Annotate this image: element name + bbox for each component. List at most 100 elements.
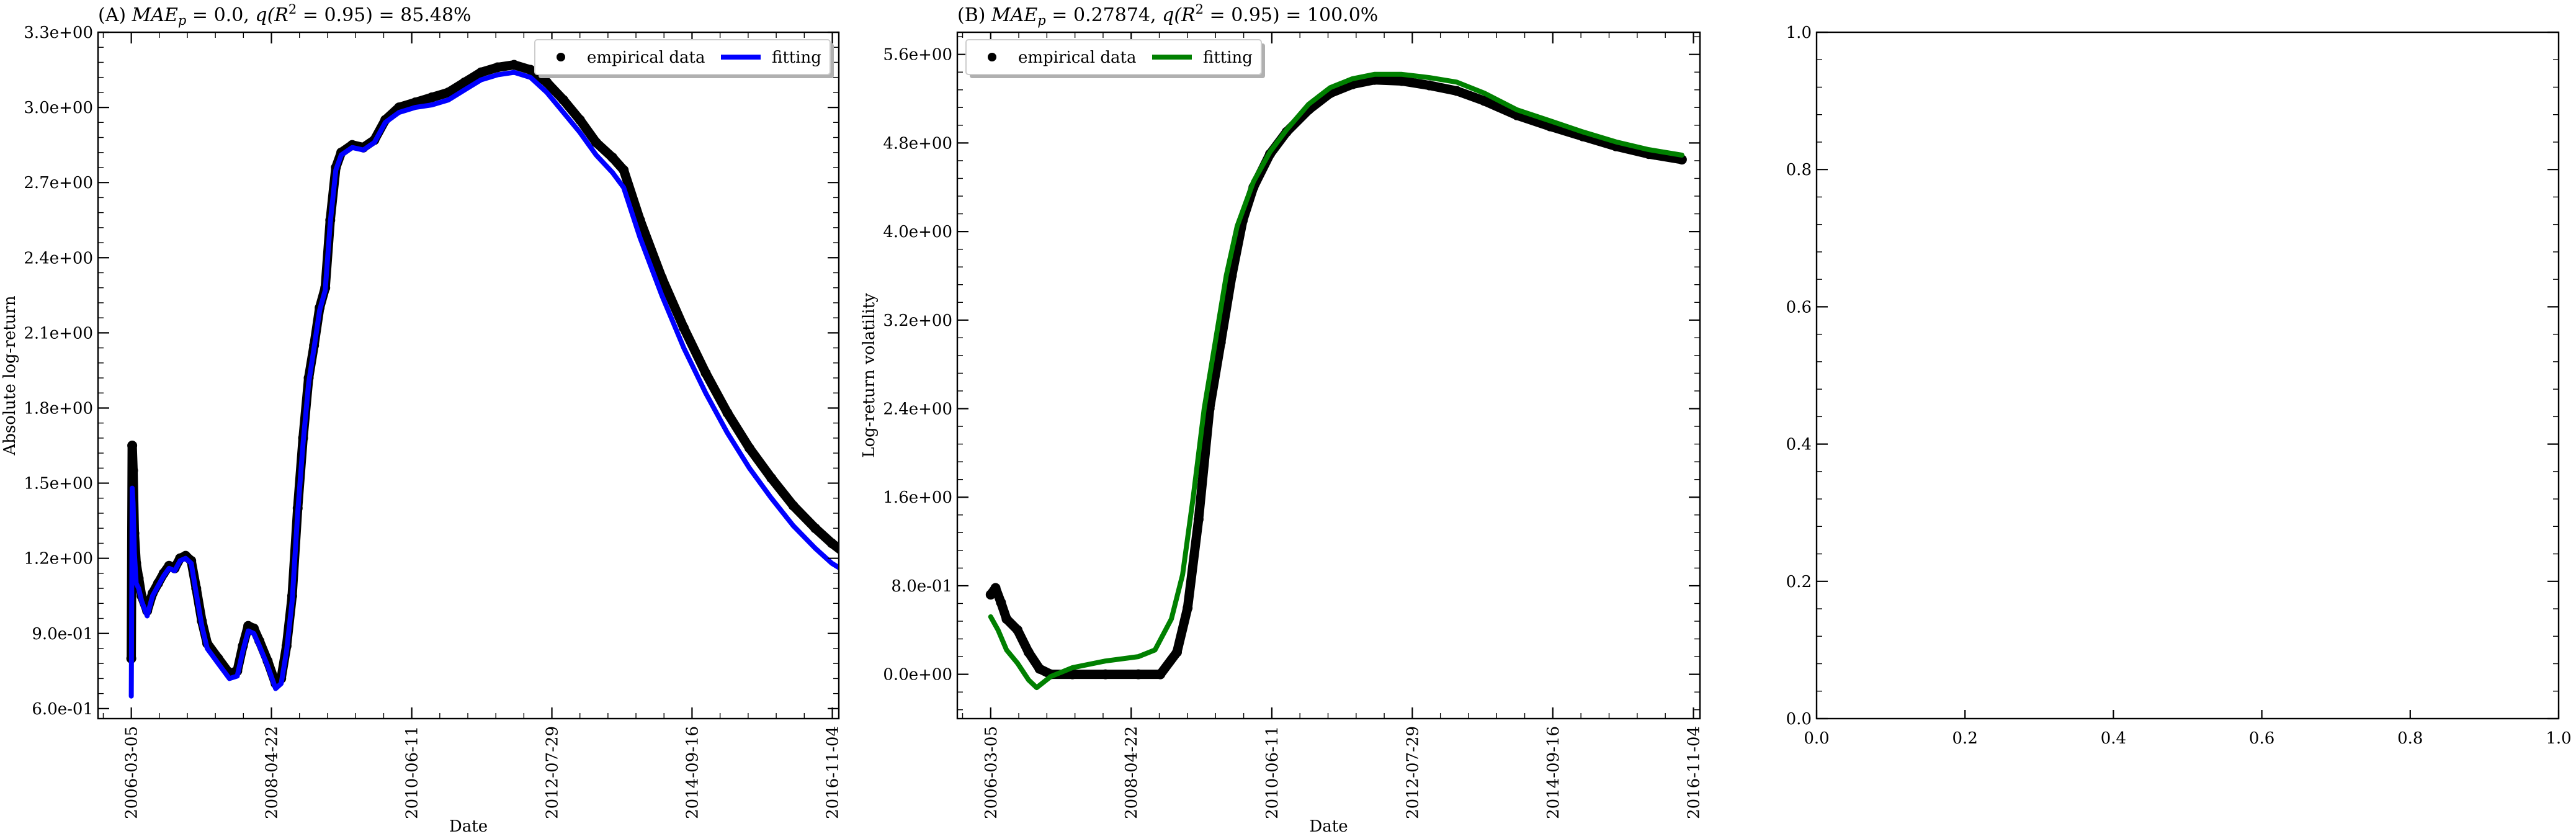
data-point (700, 368, 711, 378)
legend-label: fitting (1203, 48, 1253, 67)
chart-panel-a: 6.0e-01 9.0e-01 1.2e+00 1.5e+00 1.8e+00 2.1e+… (1, 24, 843, 836)
y-tick-label: 2.7e+00 (24, 174, 93, 192)
data-point (1155, 669, 1166, 680)
y-tick-label: 4.0e+00 (883, 223, 952, 241)
data-point (1369, 74, 1380, 85)
y-tick-label: 1.0 (1786, 24, 1812, 42)
title-prefix: (B) (957, 4, 991, 26)
data-point (990, 583, 1001, 593)
legend-marker-dot (557, 53, 565, 61)
chart-panel-c: 0.0 0.2 0.4 0.6 0.8 1.0 0.0 0.2 0.4 0.6 0.8 1.0 (1786, 24, 2572, 748)
y-tick-label: 2.4e+00 (24, 249, 93, 267)
data-point (459, 77, 470, 87)
x-tick-label: 2008-04-22 (1122, 726, 1141, 819)
data-point (1183, 603, 1193, 613)
chart-title: (B) MAEp = 0.27874, q(R2 = 0.95) = 100.0… (957, 2, 1378, 28)
x-tick-label: 2012-07-29 (1403, 726, 1422, 819)
x-tick-label: 0.6 (2249, 729, 2274, 748)
y-tick-label: 2.1e+00 (24, 324, 93, 343)
title-r2-close: = 0.95) = 100.0% (1204, 4, 1378, 26)
data-point (575, 115, 585, 125)
x-tick-label: 0.0 (1804, 729, 1829, 748)
y-tick-label: 6.0e-01 (32, 700, 93, 719)
x-tick-label: 2014-09-16 (1544, 726, 1563, 819)
x-tick-label: 0.8 (2397, 729, 2423, 748)
data-point (127, 441, 138, 451)
y-axis-label: Log-return volatility (860, 293, 879, 458)
x-tick-label: 0.4 (2101, 729, 2126, 748)
plot-frame (1815, 31, 2560, 720)
x-tick-label: 2016-11-04 (1685, 726, 1704, 819)
data-point (1133, 669, 1143, 680)
y-tick-label: 0.0 (1786, 710, 1812, 729)
data-point (766, 473, 777, 483)
x-tick-label: 0.2 (1952, 729, 1978, 748)
data-point (619, 165, 629, 175)
data-point (509, 60, 519, 70)
y-tick-label: 1.2e+00 (24, 550, 93, 568)
title-q-symbol: q (1162, 4, 1174, 26)
data-point (656, 272, 667, 283)
data-point (1397, 76, 1407, 86)
data-point (525, 65, 535, 75)
title-mae-subscript: p (1037, 13, 1045, 28)
data-point (1451, 86, 1462, 96)
chart-title: (A) MAEp = 0.0, q(R2 = 0.95) = 85.48% (98, 2, 472, 28)
plot-frame (97, 31, 840, 720)
chart-panel-b: 0.0e+00 8.0e-01 1.6e+00 2.4e+00 3.2e+00 4.0e+… (860, 31, 1704, 836)
series-line-fitting (128, 70, 839, 699)
x-tick-label: 2014-09-16 (683, 726, 702, 819)
y-tick-label: 0.8 (1786, 161, 1812, 179)
y-axis-label: Absolute log-return (1, 295, 19, 455)
data-point (591, 137, 601, 148)
plot-area (985, 71, 1687, 691)
data-point (1204, 403, 1215, 414)
data-point (744, 443, 754, 454)
data-point (542, 77, 552, 87)
y-tick-label: 1.6e+00 (883, 488, 952, 507)
x-tick-label: 2006-03-05 (123, 726, 141, 819)
x-axis-label: Date (1309, 817, 1348, 836)
data-point (476, 67, 486, 78)
y-tick-label: 0.6 (1786, 298, 1812, 316)
data-point (427, 92, 437, 102)
data-point (1013, 625, 1023, 635)
y-tick-label: 8.0e-01 (891, 577, 952, 596)
title-r2-superscript: 2 (288, 2, 297, 17)
y-tick-label: 1.5e+00 (24, 475, 93, 493)
legend-label: empirical data (1018, 48, 1136, 67)
data-point (1100, 669, 1111, 680)
title-mae-subscript: p (178, 13, 186, 28)
legend: empirical data fitting (534, 39, 834, 78)
series-line-fitting (988, 71, 1684, 691)
data-point (1424, 80, 1434, 91)
data-point (128, 465, 138, 476)
y-tick-label: 3.0e+00 (24, 99, 93, 117)
title-r2-superscript: 2 (1196, 2, 1204, 17)
data-point (493, 62, 503, 73)
y-tick-label: 1.8e+00 (24, 399, 93, 418)
legend-label: fitting (772, 48, 821, 67)
title-mae-value: = 0.27874, (1046, 4, 1162, 26)
title-mae-symbol: MAE (991, 4, 1037, 26)
data-point (1172, 647, 1182, 657)
legend-label: empirical data (587, 48, 705, 67)
y-tick-label: 0.0e+00 (883, 666, 952, 684)
data-point (722, 408, 733, 418)
title-r2-close: = 0.95) = 85.48% (297, 4, 471, 26)
title-r2-open: (R (1174, 4, 1195, 26)
data-point (1067, 669, 1078, 680)
plot-frame (956, 31, 1701, 720)
y-tick-label: 3.3e+00 (24, 24, 93, 42)
title-q-symbol: q (255, 4, 267, 26)
y-tick-label: 9.0e-01 (32, 625, 93, 644)
x-tick-label: 1.0 (2546, 729, 2571, 748)
data-point (1034, 663, 1045, 674)
y-tick-label: 0.2 (1786, 573, 1812, 591)
data-point (996, 597, 1006, 608)
data-point (1215, 337, 1226, 348)
y-tick-label: 5.6e+00 (883, 46, 952, 65)
title-r2-open: (R (267, 4, 288, 26)
data-point (788, 500, 798, 511)
